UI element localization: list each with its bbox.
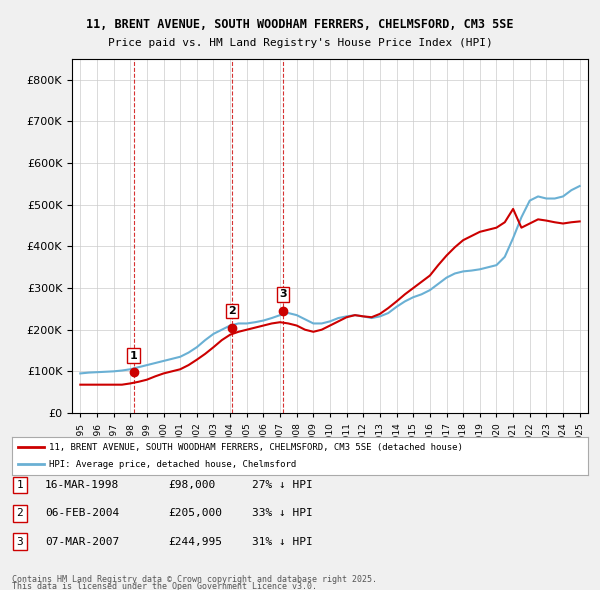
Text: £98,000: £98,000 [168, 480, 215, 490]
Text: Price paid vs. HM Land Registry's House Price Index (HPI): Price paid vs. HM Land Registry's House … [107, 38, 493, 48]
Text: HPI: Average price, detached house, Chelmsford: HPI: Average price, detached house, Chel… [49, 460, 296, 468]
Text: 33% ↓ HPI: 33% ↓ HPI [252, 509, 313, 518]
Text: 31% ↓ HPI: 31% ↓ HPI [252, 537, 313, 546]
Text: 2: 2 [16, 509, 23, 518]
Text: This data is licensed under the Open Government Licence v3.0.: This data is licensed under the Open Gov… [12, 582, 317, 590]
Text: £205,000: £205,000 [168, 509, 222, 518]
Text: 07-MAR-2007: 07-MAR-2007 [45, 537, 119, 546]
Text: 3: 3 [280, 289, 287, 299]
Text: 06-FEB-2004: 06-FEB-2004 [45, 509, 119, 518]
Text: 2: 2 [228, 306, 236, 316]
Text: 27% ↓ HPI: 27% ↓ HPI [252, 480, 313, 490]
Text: 1: 1 [16, 480, 23, 490]
Text: 11, BRENT AVENUE, SOUTH WOODHAM FERRERS, CHELMSFORD, CM3 5SE: 11, BRENT AVENUE, SOUTH WOODHAM FERRERS,… [86, 18, 514, 31]
Text: 16-MAR-1998: 16-MAR-1998 [45, 480, 119, 490]
Text: 3: 3 [16, 537, 23, 546]
Text: £244,995: £244,995 [168, 537, 222, 546]
Text: 11, BRENT AVENUE, SOUTH WOODHAM FERRERS, CHELMSFORD, CM3 5SE (detached house): 11, BRENT AVENUE, SOUTH WOODHAM FERRERS,… [49, 443, 463, 452]
Text: 1: 1 [130, 350, 137, 360]
Text: Contains HM Land Registry data © Crown copyright and database right 2025.: Contains HM Land Registry data © Crown c… [12, 575, 377, 584]
